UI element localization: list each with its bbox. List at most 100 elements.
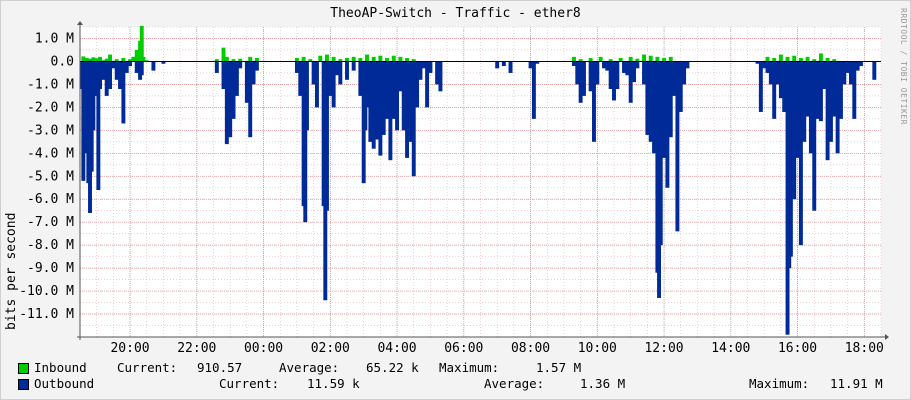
outbound-point [645,61,650,135]
outbound-point [139,61,144,76]
legend-inbound-current-label: Current: [117,360,178,375]
outbound-point [338,61,343,85]
y-tick-label: -8.0 M [27,238,74,253]
outbound-point [802,61,807,142]
x-tick-label: 08:00 [511,341,550,356]
outbound-point [848,61,853,85]
x-tick-label: 16:00 [778,341,817,356]
outbound-point [758,61,763,112]
outbound-point [124,61,129,73]
inbound-point [618,58,623,62]
outbound-point [605,61,610,71]
outbound-point [298,61,303,96]
inbound-point [785,56,790,62]
outbound-point [98,61,102,89]
outbound-point [304,61,309,131]
y-tick-label: -1.0 M [27,77,74,92]
inbound-point [84,58,89,62]
inbound-point [765,56,770,62]
outbound-point [838,61,843,119]
inbound-point [662,58,667,62]
outbound-point [421,61,426,69]
outbound-point [435,61,440,85]
inbound-point [772,58,777,62]
outbound-point [612,61,616,101]
outbound-point [325,61,329,211]
outbound-point [398,61,403,92]
outbound-point [221,61,226,89]
y-tick-label: -3.0 M [27,123,74,138]
outbound-point [855,61,860,71]
rrdtool-watermark: RRDTOOL / TOBI OETIKER [899,8,908,125]
legend-inbound-maximum: 1.57 M [536,360,582,375]
inbound-point [301,56,306,62]
outbound-point [635,61,640,69]
outbound-point [108,61,113,89]
outbound-point [795,61,800,158]
legend-outbound-average-label: Average: [484,376,545,391]
inbound-point [108,54,113,62]
outbound-point [658,61,663,246]
inbound-point [114,59,119,62]
outbound-point [161,61,166,64]
outbound-point [391,61,396,119]
inbound-point [221,47,226,62]
inbound-point [231,59,236,62]
y-tick-label: -5.0 M [27,169,74,184]
outbound-point [351,61,356,71]
inbound-point [405,58,410,62]
y-tick-label: -7.0 M [27,215,74,230]
outbound-point [662,61,667,158]
outbound-point [842,61,847,85]
x-tick-label: 18:00 [845,341,884,356]
outbound-point [501,61,506,67]
inbound-point [635,58,640,62]
inbound-point [398,56,403,62]
inbound-point [345,58,349,62]
outbound-point [328,61,333,96]
outbound-point [385,61,390,119]
inbound-point [214,59,219,62]
outbound-point [251,61,256,85]
outbound-point [825,61,830,161]
outbound-point [665,61,670,188]
outbound-point [248,61,253,138]
outbound-point [845,61,850,73]
y-tick-label: -11.0 M [19,307,74,322]
outbound-point [244,61,249,103]
outbound-point [608,61,613,89]
inbound-point [358,58,363,62]
inbound-point [578,59,583,62]
inbound-point [655,56,660,62]
outbound-point [592,61,596,142]
outbound-point [808,61,813,154]
inbound-point [825,58,830,62]
legend-outbound-maximum: 11.91 M [830,376,883,391]
x-tick-label: 04:00 [377,341,416,356]
legend-outbound-current: 11.59 k [307,376,360,391]
outbound-point [254,61,259,71]
outbound-point [411,61,416,177]
inbound-point [121,58,126,62]
outbound-point [588,61,593,92]
legend-outbound-average: 1.36 M [580,376,626,391]
outbound-point [595,61,600,85]
legend-inbound-label: Inbound [34,360,87,375]
inbound-point [351,56,356,62]
inbound-point [588,58,593,62]
outbound-point [615,61,620,89]
outbound-point [672,61,677,96]
outbound-point [531,61,536,119]
outbound-point [778,61,783,99]
inbound-point [818,53,823,62]
inbound-point [832,59,837,62]
y-tick-label: -9.0 M [27,261,74,276]
outbound-point [528,61,533,69]
outbound-point [815,61,820,119]
inbound-point [668,56,673,62]
outbound-point [111,61,116,69]
series-outbound [79,61,877,335]
outbound-point [859,61,863,67]
outbound-point [438,61,443,92]
outbound-point [114,61,119,80]
